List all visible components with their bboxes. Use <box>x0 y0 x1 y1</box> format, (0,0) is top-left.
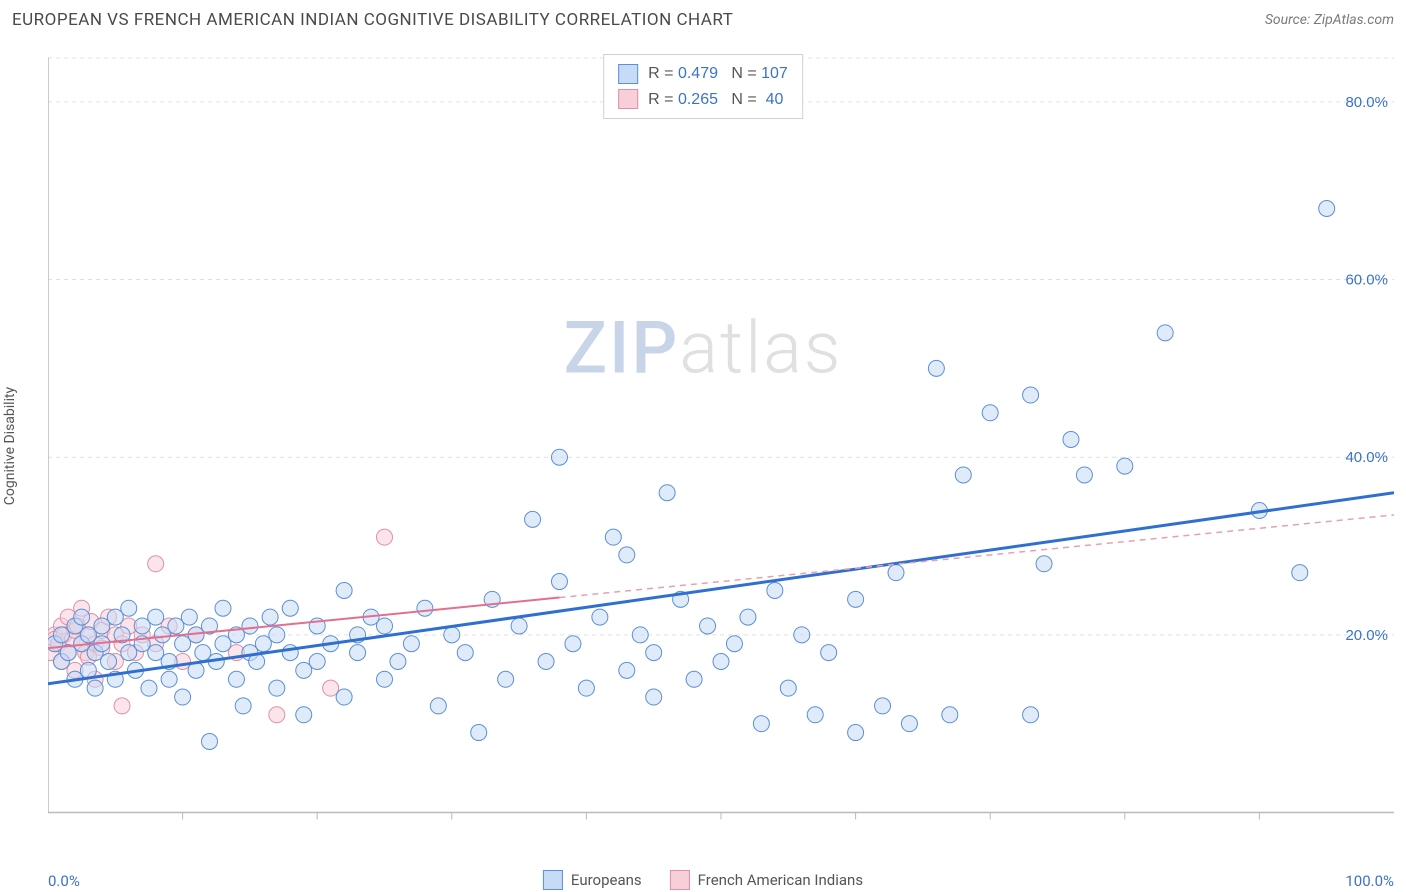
y-axis-label: Cognitive Disability <box>2 387 18 505</box>
svg-text:60.0%: 60.0% <box>1345 272 1388 289</box>
legend-row: R = 0.479 N = 107 <box>618 61 788 87</box>
series-legend-item: French American Indians <box>670 870 863 890</box>
series-label: French American Indians <box>698 871 863 889</box>
chart-area: 20.0% 40.0% 60.0% 80.0% <box>48 50 1394 820</box>
series-legend-item: Europeans <box>543 870 642 890</box>
legend-swatch <box>670 870 690 890</box>
series-label: Europeans <box>571 871 642 889</box>
legend-swatch <box>618 89 638 109</box>
series-legend: Europeans French American Indians <box>543 870 863 890</box>
x-tick-max: 100.0% <box>1345 872 1394 890</box>
legend-swatch <box>618 64 638 84</box>
svg-text:40.0%: 40.0% <box>1345 449 1388 466</box>
source-name: ZipAtlas.com <box>1314 12 1394 28</box>
svg-text:80.0%: 80.0% <box>1345 94 1388 111</box>
scatter-plot: 20.0% 40.0% 60.0% 80.0% <box>48 50 1394 820</box>
legend-row: R = 0.265 N = 40 <box>618 87 788 113</box>
chart-title: EUROPEAN VS FRENCH AMERICAN INDIAN COGNI… <box>12 10 733 30</box>
source-attribution: Source: ZipAtlas.com <box>1265 12 1394 28</box>
source-prefix: Source: <box>1265 12 1314 28</box>
legend-swatch <box>543 870 563 890</box>
x-tick-min: 0.0% <box>48 872 80 890</box>
svg-text:20.0%: 20.0% <box>1345 627 1388 644</box>
correlation-legend: R = 0.479 N = 107R = 0.265 N = 40 <box>603 54 803 119</box>
